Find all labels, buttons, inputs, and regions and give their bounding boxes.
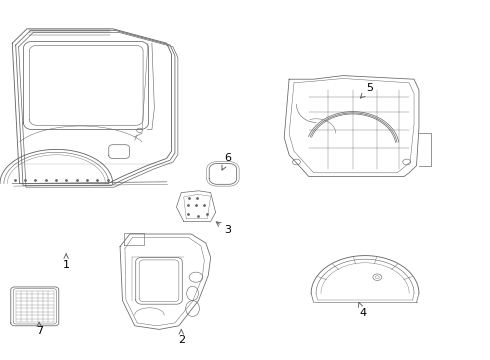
Text: 6: 6 (222, 153, 231, 170)
Text: 3: 3 (216, 222, 231, 235)
Text: 5: 5 (360, 83, 373, 98)
Text: 2: 2 (178, 329, 185, 345)
Text: 4: 4 (358, 302, 366, 318)
Text: 1: 1 (63, 254, 70, 270)
Text: 7: 7 (36, 322, 43, 336)
